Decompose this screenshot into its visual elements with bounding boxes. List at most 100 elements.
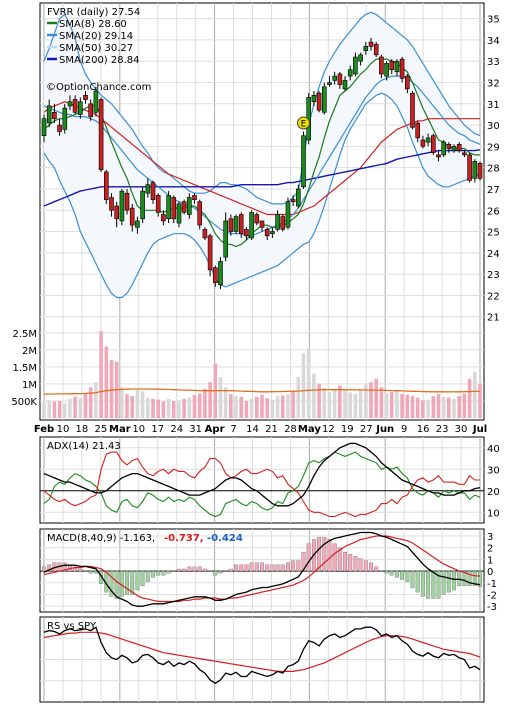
candle-body xyxy=(88,103,93,117)
x-tick-label: Jul xyxy=(472,424,487,435)
candle-body xyxy=(129,207,135,226)
candle-body xyxy=(270,231,275,234)
volume-bar xyxy=(306,348,311,418)
candle-body xyxy=(404,75,410,90)
candle-body xyxy=(358,54,363,62)
x-tick-label: 10 xyxy=(57,424,70,435)
volume-bar xyxy=(255,396,259,418)
x-tick-label: 31 xyxy=(189,424,202,435)
candle-body xyxy=(218,261,223,286)
candle-body xyxy=(462,152,467,156)
volume-bar xyxy=(249,398,254,418)
volume-tick-label: 2.5M xyxy=(12,329,37,340)
candle-body xyxy=(202,229,208,239)
candle-body xyxy=(472,161,478,179)
price-tick-label: 29 xyxy=(487,142,500,153)
macd-histogram-bar xyxy=(301,551,306,572)
volume-bar xyxy=(473,372,477,418)
x-tick-label: May xyxy=(298,424,321,435)
volume-bar xyxy=(166,398,171,418)
candle-body xyxy=(420,139,426,147)
candle-body xyxy=(176,203,182,224)
adx-line xyxy=(43,442,481,507)
candle-body xyxy=(301,135,306,188)
price-tick-label: 35 xyxy=(487,15,500,26)
macd-histogram-bar xyxy=(291,560,296,572)
macd-histogram-bar xyxy=(218,570,223,574)
candle-body xyxy=(135,220,140,228)
macd-histogram-bar xyxy=(472,570,477,586)
volume-bar xyxy=(364,384,368,418)
volume-bar xyxy=(327,392,332,418)
volume-bar xyxy=(296,377,301,418)
macd-histogram-bar xyxy=(78,568,83,572)
volume-bar xyxy=(156,399,160,418)
volume-bar xyxy=(109,360,114,418)
macd-histogram-bar xyxy=(462,570,467,586)
volume-bar xyxy=(78,398,83,418)
volume-bar xyxy=(234,396,238,418)
macd-histogram-bar xyxy=(296,560,301,572)
macd-histogram-bar xyxy=(415,570,420,593)
x-tick-label: Jun xyxy=(375,424,394,435)
macd-histogram-bar xyxy=(156,570,161,576)
macd-histogram-bar xyxy=(270,564,275,572)
candle-body xyxy=(145,184,151,194)
macd-histogram-bar xyxy=(187,566,192,572)
legend-label: SMA(8) 28.60 xyxy=(59,19,127,30)
candle-body xyxy=(327,82,332,85)
candle-body xyxy=(467,154,472,181)
volume-bar xyxy=(42,402,46,418)
macd-histogram-bar xyxy=(47,564,52,572)
macd-histogram-bar xyxy=(254,562,259,572)
candle-body xyxy=(399,58,405,79)
macd-histogram-bar xyxy=(249,562,254,572)
volume-bar xyxy=(280,395,285,418)
macd-histogram-bar xyxy=(441,570,446,595)
macd-histogram-bar xyxy=(192,566,197,572)
volume-bar xyxy=(478,383,482,418)
price-tick-label: 34 xyxy=(487,36,500,47)
price-tick-label: 26 xyxy=(487,206,500,217)
macd-histogram-bar xyxy=(73,566,78,572)
price-tick-label: 23 xyxy=(487,270,500,281)
macd-value-red: -0.737, xyxy=(164,533,204,544)
macd-histogram-bar xyxy=(208,570,213,572)
legend-label: SMA(50) 30.27 xyxy=(59,43,133,54)
volume-bar xyxy=(203,388,207,418)
macd-histogram-bar xyxy=(436,570,441,599)
x-tick-label: 28 xyxy=(284,424,297,435)
rs-title: RS vs SPY xyxy=(47,621,97,632)
volume-bar xyxy=(218,377,223,418)
macd-histogram-bar xyxy=(420,570,425,597)
price-tick-label: 22 xyxy=(487,291,500,302)
legend-label: SMA(20) 29.14 xyxy=(59,31,133,42)
macd-histogram-bar xyxy=(145,570,150,582)
candle-body xyxy=(280,216,286,230)
volume-bar xyxy=(146,397,150,418)
price-tick-label: 33 xyxy=(487,57,500,68)
candle-body xyxy=(275,214,280,230)
volume-tick-label: 2M xyxy=(22,346,37,357)
candle-body xyxy=(436,154,441,158)
x-tick-label: 7 xyxy=(230,424,236,435)
volume-bar xyxy=(400,394,404,418)
candle-body xyxy=(384,63,389,77)
macd-histogram-bar xyxy=(369,562,373,572)
bollinger-upper-line xyxy=(43,11,481,205)
volume-bar xyxy=(68,398,72,418)
volume-bar xyxy=(135,390,140,418)
candle-body xyxy=(238,214,244,235)
volume-bar xyxy=(348,392,352,418)
macd-histogram-bar xyxy=(135,570,140,591)
candle-body xyxy=(249,212,254,239)
volume-bar xyxy=(457,395,461,418)
macd-title: MACD(8,40,9) -1.163, xyxy=(47,533,155,544)
adx-tick-label: 20 xyxy=(487,487,500,498)
price-chart-title: FVRR (daily) 27.54 xyxy=(47,7,140,18)
volume-bar xyxy=(415,397,420,418)
volume-bar xyxy=(120,387,124,418)
volume-bar xyxy=(83,393,88,418)
x-tick-label: 19 xyxy=(341,424,354,435)
